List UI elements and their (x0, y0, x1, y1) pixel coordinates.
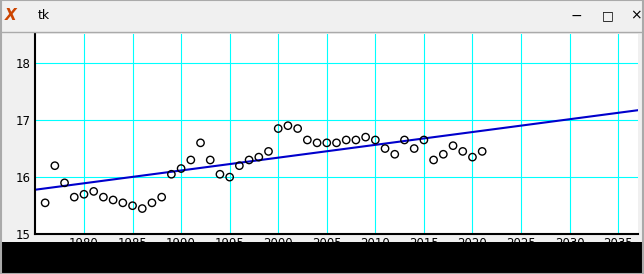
Point (448, 144, 458, 148)
Text: tk: tk (37, 9, 50, 22)
Point (399, 138, 410, 142)
Point (50, 164, 60, 168)
Point (40, 201, 50, 205)
Point (118, 201, 128, 205)
Point (59, 181, 70, 185)
Text: −: − (571, 9, 582, 23)
Point (302, 138, 312, 142)
Point (147, 201, 157, 205)
Point (225, 175, 235, 179)
Point (205, 158, 215, 162)
Point (166, 172, 176, 176)
Point (234, 164, 245, 168)
Point (156, 195, 167, 199)
Point (263, 149, 274, 154)
Point (361, 135, 371, 139)
Point (390, 152, 400, 156)
Point (370, 138, 381, 142)
Text: X: X (5, 8, 17, 23)
Point (176, 166, 186, 171)
Point (88, 189, 99, 194)
Point (69, 195, 79, 199)
Point (351, 138, 361, 142)
Text: ×: × (630, 9, 642, 23)
Point (195, 141, 205, 145)
Point (419, 138, 429, 142)
Point (458, 149, 468, 154)
Point (79, 192, 89, 196)
Point (428, 158, 439, 162)
Point (99, 195, 109, 199)
Point (254, 155, 264, 159)
Point (292, 126, 303, 131)
Point (438, 152, 448, 156)
Point (215, 172, 225, 176)
Point (477, 149, 488, 154)
Point (341, 138, 352, 142)
Point (108, 198, 118, 202)
Point (244, 158, 254, 162)
Point (137, 206, 147, 211)
Text: □: □ (601, 9, 613, 22)
Point (331, 141, 341, 145)
Point (380, 146, 390, 151)
Point (128, 204, 138, 208)
Point (468, 155, 478, 159)
Point (409, 146, 419, 151)
Point (283, 124, 293, 128)
Point (185, 158, 196, 162)
Point (273, 126, 283, 131)
Point (321, 141, 332, 145)
Point (312, 141, 322, 145)
